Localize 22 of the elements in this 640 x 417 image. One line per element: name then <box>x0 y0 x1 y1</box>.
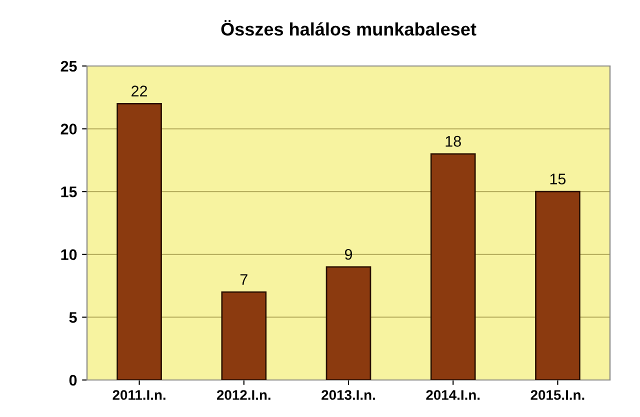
bar <box>535 190 580 380</box>
y-tick-label: 25 <box>60 60 77 72</box>
bar <box>116 102 162 380</box>
data-label: 18 <box>446 136 461 147</box>
data-label: 7 <box>240 274 248 285</box>
y-tick-label: 10 <box>61 249 77 260</box>
bar <box>221 291 267 380</box>
data-label: 15 <box>550 174 566 184</box>
data-label: 22 <box>132 86 148 96</box>
chart-title: Összes halálos munkabaleset <box>221 20 476 36</box>
x-tick-label: 2011.I.n. <box>112 390 166 400</box>
y-tick-label: 0 <box>69 374 77 386</box>
x-tick-label: 2015.I.n. <box>530 390 584 400</box>
bar <box>430 153 476 380</box>
x-tick-label: 2014.I.n. <box>426 390 480 400</box>
y-tick-label: 15 <box>61 186 77 198</box>
y-tick-label: 20 <box>60 124 77 134</box>
x-tick-label: 2013.I.n. <box>322 390 375 400</box>
y-tick-label: 5 <box>69 312 77 323</box>
x-tick-label: 2012.I.n. <box>216 390 270 400</box>
data-label: 9 <box>344 248 352 260</box>
bar <box>326 266 372 380</box>
